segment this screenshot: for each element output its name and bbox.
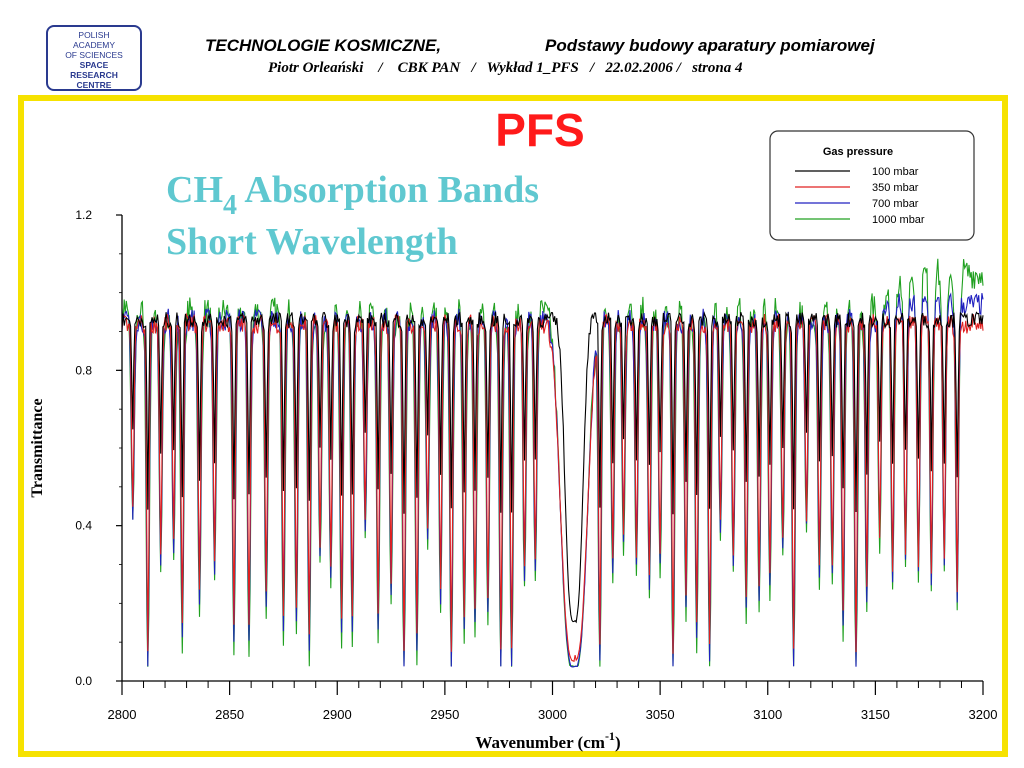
subtitle-subscript: 4	[223, 190, 237, 221]
header-title: TECHNOLOGIE KOSMICZNE, Podstawy budowy a…	[205, 36, 875, 56]
x-tick-label: 3000	[538, 707, 567, 722]
legend-entries: 100 mbar 350 mbar 700 mbar 1000 mbar	[795, 166, 925, 226]
series-line-100-mbar	[121, 311, 984, 624]
y-axis-label: Transmittance	[29, 398, 46, 497]
subtitle-ch: CH	[166, 169, 223, 211]
x-tick-label: 3100	[753, 707, 782, 722]
x-axis-label: Wavenumber (cm-1)	[475, 729, 620, 752]
y-tick-label: 0.4	[75, 519, 92, 533]
x-tick-label: 2950	[430, 707, 459, 722]
legend-box	[769, 130, 975, 241]
x-tick-label: 3150	[861, 707, 890, 722]
x-tick-label: 2800	[108, 707, 137, 722]
chart-subtitle-line1: CH4 Absorption Bands	[166, 169, 539, 221]
x-tick-label: 3050	[646, 707, 675, 722]
logo-line: POLISH	[78, 30, 110, 40]
legend-entry-label: 1000 mbar	[872, 214, 925, 226]
space-research-centre-logo: POLISH ACADEMY OF SCIENCES SPACE RESEARC…	[46, 25, 142, 91]
x-axis-label-close: )	[615, 733, 621, 752]
subtitle-rest: Absorption Bands	[237, 169, 539, 211]
x-axis-label-main: Wavenumber (cm	[475, 733, 605, 752]
x-tick-label: 2900	[323, 707, 352, 722]
legend-entry-label: 350 mbar	[872, 182, 919, 194]
x-tick-label: 2850	[215, 707, 244, 722]
y-tick-label: 1.2	[75, 208, 92, 222]
logo-line: OF SCIENCES	[65, 50, 123, 60]
series-line-350-mbar	[121, 312, 984, 663]
legend-entry-label: 700 mbar	[872, 198, 919, 210]
header-title-left: TECHNOLOGIE KOSMICZNE,	[205, 36, 442, 55]
legend-entry-label: 100 mbar	[872, 166, 919, 178]
y-tick-label: 0.0	[75, 674, 92, 688]
y-tick-label: 0.8	[75, 363, 92, 377]
series-layer	[121, 258, 984, 668]
x-tick-label: 3200	[969, 707, 998, 722]
axes-layer: 2800 2850 2900 2950 3000 3050 3100 3150 3200 0.0 0…	[75, 208, 997, 722]
chart-title: PFS	[495, 104, 584, 156]
logo-line: ACADEMY	[72, 40, 116, 50]
logo-line: CENTRE	[76, 80, 112, 90]
legend-title: Gas pressure	[823, 146, 893, 158]
header-title-right: Podstawy budowy aparatury pomiarowej	[545, 36, 875, 55]
logo-line: RESEARCH	[70, 70, 118, 80]
header-subtitle: Piotr Orleański / CBK PAN / Wykład 1_PFS…	[268, 60, 743, 76]
x-axis-label-sup: -1	[605, 729, 615, 743]
logo-line: SPACE	[79, 60, 109, 70]
chart-subtitle-line2: Short Wavelength	[166, 221, 458, 263]
